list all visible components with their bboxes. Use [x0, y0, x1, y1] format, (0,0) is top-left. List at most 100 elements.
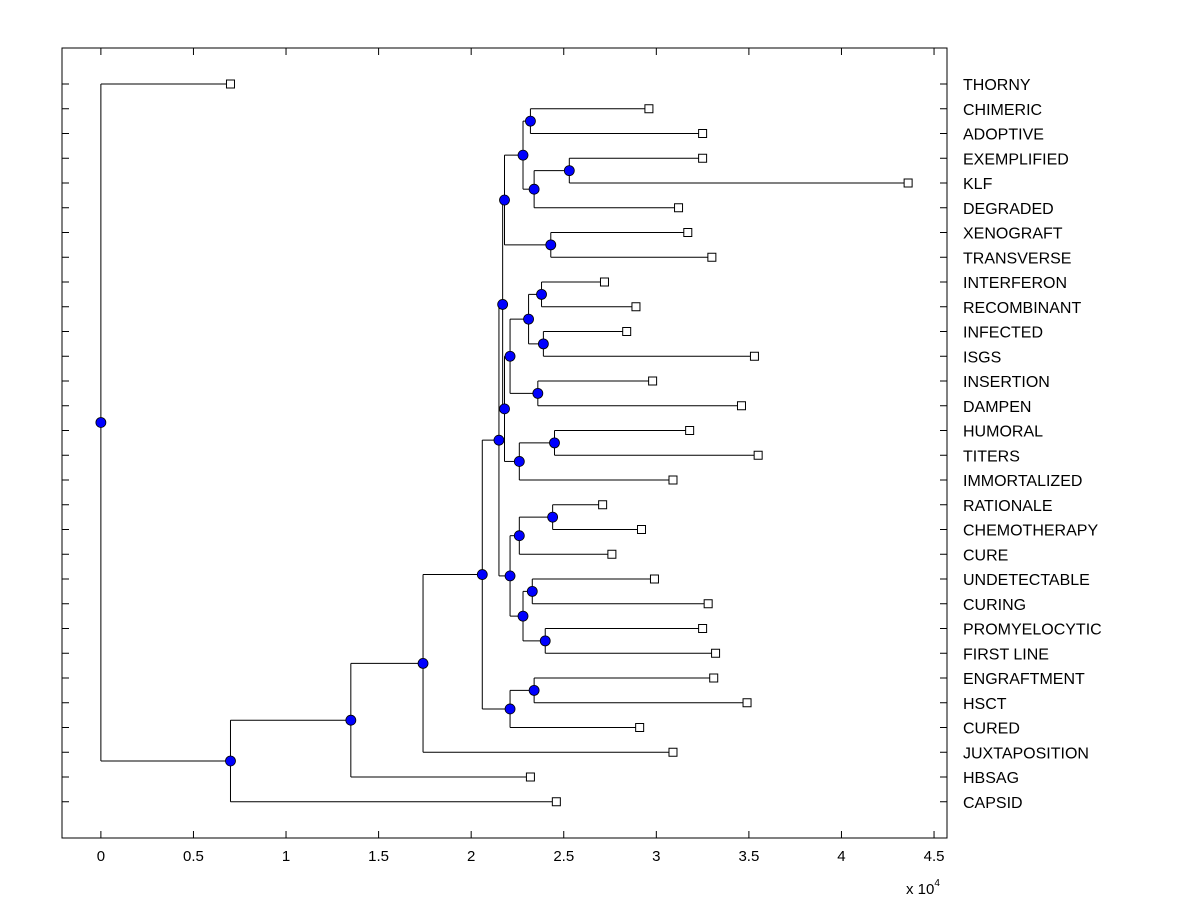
- leaf-label: HSCT: [963, 696, 1007, 713]
- x-tick-label: 0.5: [183, 848, 204, 865]
- cluster-node: [532, 387, 544, 399]
- leaf-label: CURE: [963, 547, 1008, 564]
- cluster-node: [517, 149, 529, 161]
- cluster-node: [526, 585, 538, 597]
- leaf-marker: [525, 772, 535, 782]
- leaf-label: DEGRADED: [963, 201, 1054, 218]
- x-tick-label: 1.5: [368, 848, 389, 865]
- leaf-label: ISGS: [963, 349, 1001, 366]
- cluster-node: [476, 569, 488, 580]
- leaf-marker: [622, 327, 632, 336]
- leaf-marker: [607, 549, 617, 559]
- cluster-node: [528, 183, 540, 195]
- leaf-label: ENGRAFTMENT: [963, 671, 1085, 688]
- cluster-node: [513, 530, 525, 542]
- leaf-label: ADOPTIVE: [963, 127, 1044, 144]
- leaf-marker: [551, 797, 561, 807]
- leaf-marker: [703, 599, 713, 609]
- x-scale-base: x 10: [906, 881, 934, 898]
- leaf-label: PROMYELOCYTIC: [963, 622, 1102, 639]
- leaf-marker: [598, 500, 608, 510]
- cluster-node: [545, 239, 557, 251]
- leaf-label: DAMPEN: [963, 399, 1031, 416]
- leaf-marker: [685, 426, 695, 435]
- cluster-node: [549, 437, 560, 449]
- leaf-label: INSERTION: [963, 374, 1050, 391]
- cluster-node: [499, 194, 510, 206]
- leaf-marker: [225, 79, 235, 89]
- leaf-marker: [649, 574, 659, 584]
- cluster-node: [499, 403, 510, 415]
- leaf-marker: [631, 302, 641, 312]
- leaf-marker: [707, 252, 717, 262]
- x-tick-label: 3: [652, 848, 660, 865]
- leaf-marker: [599, 277, 609, 287]
- leaf-label: JUXTAPOSITION: [963, 745, 1089, 762]
- leaf-label: CAPSID: [963, 795, 1023, 812]
- cluster-node: [536, 288, 547, 300]
- node-markers: [95, 115, 575, 767]
- leaf-marker: [683, 228, 693, 237]
- leaf-label: HBSAG: [963, 770, 1019, 787]
- x-tick-label: 3.5: [738, 848, 759, 865]
- cluster-node: [523, 313, 534, 325]
- leaf-label: UNDETECTABLE: [963, 572, 1090, 589]
- x-tick-label: 4.5: [924, 848, 945, 865]
- leaf-marker: [698, 153, 708, 163]
- leaf-label: CURED: [963, 721, 1020, 738]
- x-tick-label: 1: [282, 848, 290, 865]
- cluster-node: [225, 755, 236, 767]
- leaf-label: HUMORAL: [963, 424, 1043, 441]
- cluster-node: [513, 456, 525, 467]
- leaf-label: THORNY: [963, 77, 1031, 94]
- cluster-node: [417, 658, 429, 669]
- cluster-node: [539, 635, 551, 647]
- leaf-label: RATIONALE: [963, 498, 1053, 515]
- leaf-label: FIRST LINE: [963, 646, 1049, 663]
- leaf-labels: THORNY CHIMERIC ADOPTIVE EXEMPLIFIED KLF DEGR…: [963, 77, 1102, 812]
- leaf-marker: [749, 351, 759, 361]
- cluster-node: [497, 299, 509, 310]
- leaf-label: IMMORTALIZED: [963, 473, 1082, 490]
- leaf-marker: [644, 104, 654, 114]
- leaf-marker: [637, 525, 647, 534]
- leaf-label: KLF: [963, 176, 993, 193]
- x-scale-label: x 104: [906, 878, 940, 898]
- leaf-marker: [668, 747, 678, 757]
- cluster-node: [547, 511, 559, 523]
- leaf-label: EXEMPLIFIED: [963, 151, 1069, 168]
- leaf-marker: [648, 376, 658, 386]
- leaf-label: INFECTED: [963, 325, 1043, 342]
- leaf-label: CHIMERIC: [963, 102, 1042, 119]
- leaf-marker: [742, 698, 752, 708]
- cluster-node: [95, 417, 107, 428]
- leaf-label: RECOMBINANT: [963, 300, 1081, 317]
- x-tick-label: 2: [467, 848, 475, 865]
- cluster-node: [345, 714, 357, 726]
- x-tick-label: 2.5: [553, 848, 574, 865]
- leaf-marker: [903, 178, 913, 188]
- x-tick-label: 0: [97, 848, 105, 865]
- x-tick-labels: 0 0.5 1 1.5 2 2.5 3 3.5 4 4.5: [97, 848, 945, 865]
- cluster-node: [528, 684, 540, 696]
- cluster-node: [504, 350, 516, 362]
- leaf-markers: [225, 79, 913, 807]
- leaf-marker: [709, 673, 719, 683]
- cluster-node: [525, 115, 536, 127]
- leaf-marker: [674, 203, 684, 213]
- cluster-node: [504, 703, 516, 715]
- leaf-label: XENOGRAFT: [963, 226, 1063, 243]
- leaf-label: CURING: [963, 597, 1026, 614]
- leaf-marker: [711, 648, 721, 658]
- leaf-marker: [753, 450, 763, 460]
- cluster-node: [493, 434, 505, 446]
- leaf-label: TRANSVERSE: [963, 250, 1071, 267]
- x-tick-label: 4: [837, 848, 845, 865]
- cluster-node: [504, 570, 516, 582]
- leaf-label: CHEMOTHERAPY: [963, 523, 1098, 540]
- leaf-marker: [736, 401, 746, 411]
- leaf-label: INTERFERON: [963, 275, 1067, 292]
- x-scale-exponent: 4: [934, 878, 940, 889]
- cluster-node: [517, 610, 529, 622]
- leaf-marker: [698, 129, 708, 138]
